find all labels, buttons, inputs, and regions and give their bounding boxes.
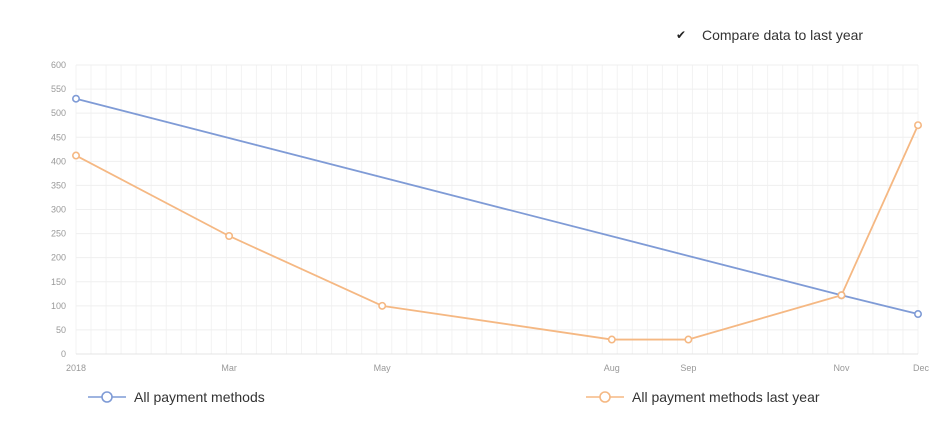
y-tick-label: 600 (51, 60, 66, 70)
legend-marker-icon (586, 391, 624, 403)
y-tick-label: 0 (61, 349, 66, 359)
y-tick-label: 350 (51, 180, 66, 190)
data-point (378, 301, 387, 310)
legend-label: All payment methods last year (632, 389, 820, 405)
data-point (72, 151, 81, 160)
y-tick-label: 300 (51, 205, 66, 215)
y-tick-label: 200 (51, 253, 66, 263)
legend-marker-icon (88, 391, 126, 403)
x-tick-label: 2018 (66, 363, 86, 373)
data-point (913, 121, 922, 130)
y-tick-label: 400 (51, 156, 66, 166)
x-tick-label: Nov (833, 363, 850, 373)
legend-item-all-payment-methods-last-year[interactable]: All payment methods last year (586, 389, 820, 405)
x-tick-label: Dec (913, 363, 930, 373)
y-tick-label: 500 (51, 108, 66, 118)
x-tick-label: Aug (604, 363, 620, 373)
data-point (684, 335, 693, 344)
legend-label: All payment methods (134, 389, 265, 405)
data-point (225, 231, 234, 240)
compare-checkbox[interactable]: ✔ (675, 28, 687, 42)
data-point (837, 291, 846, 300)
compare-label: Compare data to last year (702, 27, 864, 43)
compare-last-year-toggle[interactable]: ✔ Compare data to last year (672, 26, 863, 44)
y-tick-label: 550 (51, 84, 66, 94)
y-tick-label: 50 (56, 325, 66, 335)
y-tick-label: 450 (51, 132, 66, 142)
data-point (913, 310, 922, 319)
y-tick-label: 100 (51, 301, 66, 311)
x-tick-label: Sep (680, 363, 696, 373)
data-point (72, 94, 81, 103)
x-tick-label: May (374, 363, 392, 373)
data-point (607, 335, 616, 344)
legend-item-all-payment-methods[interactable]: All payment methods (88, 389, 265, 405)
y-tick-label: 250 (51, 229, 66, 239)
y-tick-label: 150 (51, 277, 66, 287)
x-tick-label: Mar (221, 363, 237, 373)
